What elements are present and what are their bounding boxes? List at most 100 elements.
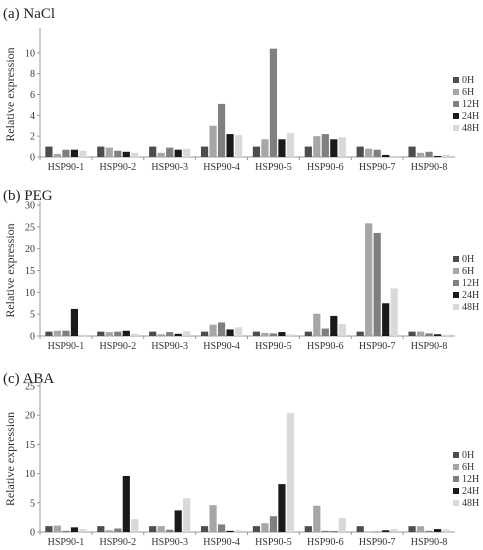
bar-0h-hsp90-8 bbox=[408, 526, 416, 532]
legend-swatch bbox=[453, 268, 459, 274]
bar-24h-hsp90-2 bbox=[122, 151, 130, 157]
legend-label: 12H bbox=[462, 278, 479, 289]
bar-0h-hsp90-7 bbox=[356, 526, 364, 532]
bar-24h-hsp90-7 bbox=[382, 154, 390, 157]
bar-12h-hsp90-1 bbox=[62, 330, 70, 336]
bar-0h-hsp90-8 bbox=[408, 146, 416, 157]
category-label: HSP90-2 bbox=[99, 162, 136, 173]
legend-swatch bbox=[453, 125, 459, 131]
category-label: HSP90-1 bbox=[48, 537, 85, 548]
bar-24h-hsp90-3 bbox=[174, 510, 182, 532]
bar-12h-hsp90-6 bbox=[321, 530, 329, 532]
panel-2: (b) PEG Relative expression 0 5 10 15 20 25 30 HS… bbox=[3, 188, 479, 352]
bar-24h-hsp90-6 bbox=[330, 315, 338, 336]
bar-0h-hsp90-6 bbox=[304, 146, 312, 157]
bar-6h-hsp90-5 bbox=[261, 139, 269, 157]
bar-48h-hsp90-5 bbox=[286, 412, 295, 532]
bar-24h-hsp90-3 bbox=[174, 333, 182, 336]
bar-12h-hsp90-3 bbox=[166, 529, 174, 532]
bar-12h-hsp90-2 bbox=[114, 528, 122, 532]
bar-0h-hsp90-2 bbox=[97, 146, 105, 157]
legend-label: 6H bbox=[462, 462, 474, 473]
legend-swatch bbox=[453, 77, 459, 83]
bar-6h-hsp90-2 bbox=[105, 147, 113, 157]
category-label: HSP90-6 bbox=[307, 162, 344, 173]
legend-label: 24H bbox=[462, 111, 479, 122]
bar-12h-hsp90-8 bbox=[425, 333, 433, 336]
legend-label: 0H bbox=[462, 254, 474, 265]
bar-48h-hsp90-7 bbox=[390, 288, 398, 336]
bar-24h-hsp90-8 bbox=[433, 529, 442, 532]
bar-12h-hsp90-1 bbox=[62, 149, 70, 157]
bar-48h-hsp90-2 bbox=[131, 333, 139, 336]
bar-48h-hsp90-8 bbox=[442, 334, 450, 336]
bar-0h-hsp90-4 bbox=[200, 526, 209, 532]
bar-12h-hsp90-1 bbox=[62, 530, 70, 532]
y-tick-label: 10 bbox=[25, 469, 35, 480]
bar-0h-hsp90-5 bbox=[252, 331, 261, 336]
bar-6h-hsp90-3 bbox=[157, 334, 165, 336]
legend-label: 24H bbox=[462, 486, 479, 497]
category-label: HSP90-4 bbox=[203, 537, 240, 548]
bar-0h-hsp90-6 bbox=[304, 526, 312, 532]
bar-0h-hsp90-7 bbox=[356, 331, 364, 336]
bar-0h-hsp90-3 bbox=[149, 146, 157, 157]
bar-0h-hsp90-2 bbox=[97, 526, 105, 532]
bar-0h-hsp90-5 bbox=[252, 526, 261, 532]
y-tick-label: 30 bbox=[25, 201, 35, 212]
bar-48h-hsp90-3 bbox=[183, 148, 191, 157]
y-axis-label: Relative expression bbox=[3, 47, 17, 141]
bar-24h-hsp90-8 bbox=[433, 334, 442, 336]
legend-swatch bbox=[453, 280, 459, 286]
bar-6h-hsp90-6 bbox=[313, 505, 321, 532]
y-tick-label: 0 bbox=[30, 332, 35, 343]
bar-48h-hsp90-4 bbox=[234, 530, 243, 532]
y-tick-label: 15 bbox=[25, 440, 35, 451]
y-tick-label: 10 bbox=[25, 48, 35, 59]
bar-12h-hsp90-7 bbox=[373, 232, 381, 336]
bar-0h-hsp90-8 bbox=[408, 331, 416, 336]
y-tick-label: 15 bbox=[25, 266, 35, 277]
legend-label: 12H bbox=[462, 99, 479, 110]
category-label: HSP90-5 bbox=[255, 162, 292, 173]
bar-24h-hsp90-5 bbox=[278, 139, 286, 157]
bar-12h-hsp90-6 bbox=[321, 328, 329, 336]
panel-1: (a) NaCl Relative expression 0 2 4 6 8 10 HSP90-… bbox=[3, 6, 479, 173]
legend-swatch bbox=[453, 452, 459, 458]
bar-48h-hsp90-4 bbox=[234, 327, 243, 336]
bar-12h-hsp90-2 bbox=[114, 331, 122, 336]
bar-0h-hsp90-5 bbox=[252, 146, 261, 157]
y-tick-label: 25 bbox=[25, 222, 35, 233]
legend-swatch bbox=[453, 256, 459, 262]
y-tick-label: 0 bbox=[30, 153, 35, 164]
legend-swatch bbox=[453, 113, 459, 119]
category-label: HSP90-8 bbox=[411, 537, 448, 548]
bar-12h-hsp90-4 bbox=[217, 322, 226, 336]
legend-label: 0H bbox=[462, 450, 474, 461]
legend-label: 48H bbox=[462, 123, 479, 134]
bar-12h-hsp90-4 bbox=[217, 524, 226, 532]
bar-0h-hsp90-1 bbox=[45, 146, 53, 157]
bar-48h-hsp90-5 bbox=[286, 334, 295, 336]
bar-6h-hsp90-8 bbox=[416, 152, 425, 157]
bar-12h-hsp90-3 bbox=[166, 147, 174, 157]
legend-swatch bbox=[453, 101, 459, 107]
bar-48h-hsp90-7 bbox=[390, 529, 398, 532]
category-label: HSP90-3 bbox=[151, 162, 188, 173]
panel-title: (a) NaCl bbox=[3, 6, 55, 22]
bar-12h-hsp90-5 bbox=[269, 516, 278, 532]
legend-label: 24H bbox=[462, 290, 479, 301]
bar-0h-hsp90-4 bbox=[200, 331, 209, 336]
bar-48h-hsp90-6 bbox=[338, 137, 346, 157]
bar-24h-hsp90-1 bbox=[70, 527, 79, 532]
legend-label: 6H bbox=[462, 87, 474, 98]
category-label: HSP90-3 bbox=[151, 341, 188, 352]
bar-48h-hsp90-8 bbox=[442, 154, 450, 157]
bar-48h-hsp90-8 bbox=[442, 529, 450, 532]
bar-24h-hsp90-8 bbox=[433, 155, 442, 157]
bar-24h-hsp90-7 bbox=[382, 530, 390, 532]
y-tick-label: 8 bbox=[30, 69, 35, 80]
bar-24h-hsp90-6 bbox=[330, 531, 338, 532]
bar-0h-hsp90-6 bbox=[304, 331, 312, 336]
